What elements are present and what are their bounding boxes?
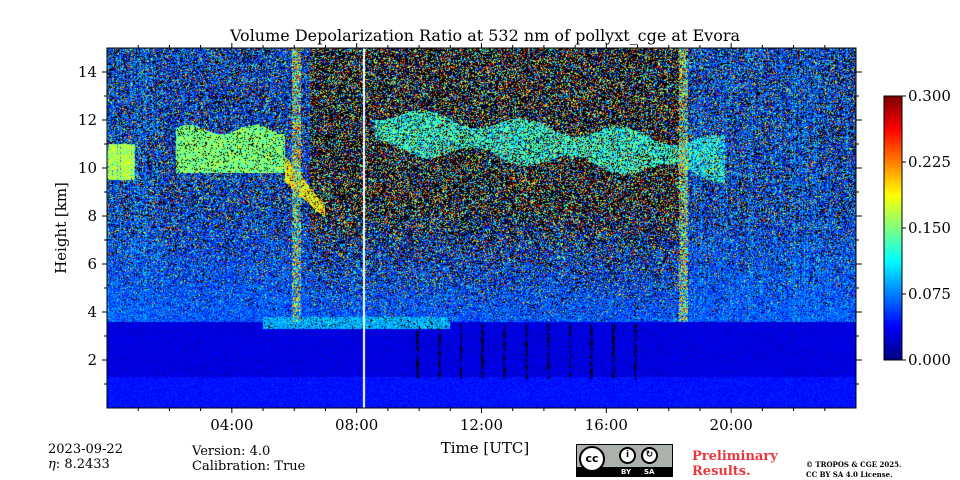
preliminary-notice: Preliminary Results. bbox=[692, 449, 778, 479]
y-tick-label-0: 2 bbox=[87, 351, 97, 369]
colorbar-tick-label-4: 0.300 bbox=[908, 87, 951, 105]
x-tick-label-2: 12:00 bbox=[460, 416, 503, 434]
copyright-notice: © TROPOS & CGE 2025. CC BY SA 4.0 Licens… bbox=[806, 460, 901, 480]
y-axis-label: Height [km] bbox=[52, 182, 70, 274]
x-tick-label-0: 04:00 bbox=[210, 416, 253, 434]
cc-license-badge: cc i ↻ BY SA bbox=[576, 444, 673, 477]
x-tick-label-1: 08:00 bbox=[335, 416, 378, 434]
colorbar-tick-label-1: 0.075 bbox=[908, 285, 951, 303]
footer-meta: Version: 4.0 Calibration: True bbox=[192, 444, 305, 474]
y-tick-label-4: 10 bbox=[78, 159, 97, 177]
cc-logo-icon: cc bbox=[579, 446, 605, 472]
copyright-line-1: © TROPOS & CGE 2025. bbox=[806, 460, 902, 469]
x-tick-label-4: 20:00 bbox=[710, 416, 753, 434]
y-tick-label-2: 6 bbox=[87, 255, 97, 273]
y-axis: 2 4 6 8 10 12 14 bbox=[78, 63, 862, 385]
eta-separator: : bbox=[55, 457, 65, 472]
date-label: 2023-09-22 bbox=[48, 442, 123, 457]
footer-left: 2023-09-22 η: 8.2433 bbox=[48, 442, 123, 472]
attribution-icon: i bbox=[619, 447, 636, 464]
x-axis: 04:00 08:00 12:00 16:00 20:00 bbox=[137, 43, 826, 434]
colorbar-ticks: 0.000 0.075 0.150 0.225 0.300 bbox=[902, 87, 951, 369]
cc-by-label: BY bbox=[621, 468, 632, 476]
y-tick-label-6: 14 bbox=[78, 63, 97, 81]
y-tick-label-5: 12 bbox=[78, 111, 97, 129]
heatmap-image bbox=[107, 48, 856, 408]
colorbar: 0.000 0.075 0.150 0.225 0.300 bbox=[883, 87, 951, 369]
eta-symbol: η bbox=[48, 457, 56, 472]
x-axis-label: Time [UTC] bbox=[441, 439, 530, 457]
colorbar-gradient bbox=[884, 96, 902, 360]
cc-sa-label: SA bbox=[644, 468, 655, 476]
colorbar-tick-label-3: 0.225 bbox=[908, 153, 951, 171]
version-label: Version: 4.0 bbox=[192, 444, 271, 459]
preliminary-line-1: Preliminary bbox=[692, 449, 778, 464]
chart-title: Volume Depolarization Ratio at 532 nm of… bbox=[229, 26, 741, 45]
colorbar-tick-label-0: 0.000 bbox=[908, 351, 951, 369]
share-alike-icon: ↻ bbox=[641, 447, 658, 464]
calibration-label: Calibration: True bbox=[192, 459, 306, 474]
eta-value: 8.2433 bbox=[64, 457, 110, 472]
y-tick-label-1: 4 bbox=[87, 303, 97, 321]
x-tick-label-3: 16:00 bbox=[585, 416, 628, 434]
preliminary-line-2: Results. bbox=[692, 464, 751, 479]
eta-label: η: 8.2433 bbox=[48, 457, 123, 472]
copyright-line-2: CC BY SA 4.0 License. bbox=[806, 470, 893, 479]
colorbar-tick-label-2: 0.150 bbox=[908, 219, 951, 237]
heatmap-plot-area bbox=[106, 47, 857, 409]
y-tick-label-3: 8 bbox=[87, 207, 97, 225]
